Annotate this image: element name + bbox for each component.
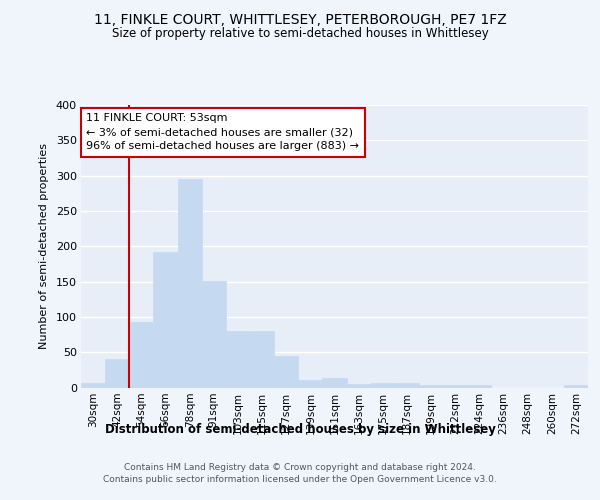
Text: 11 FINKLE COURT: 53sqm
← 3% of semi-detached houses are smaller (32)
96% of semi: 11 FINKLE COURT: 53sqm ← 3% of semi-deta…	[86, 114, 359, 152]
Bar	[564, 386, 588, 388]
Bar	[274, 356, 298, 388]
Text: Distribution of semi-detached houses by size in Whittlesey: Distribution of semi-detached houses by …	[104, 422, 496, 436]
Bar	[178, 179, 202, 388]
Bar	[395, 384, 419, 388]
Bar	[105, 359, 129, 388]
Bar	[371, 384, 395, 388]
Bar	[347, 384, 371, 388]
Text: 11, FINKLE COURT, WHITTLESEY, PETERBOROUGH, PE7 1FZ: 11, FINKLE COURT, WHITTLESEY, PETERBOROU…	[94, 12, 506, 26]
Text: Contains HM Land Registry data © Crown copyright and database right 2024.
Contai: Contains HM Land Registry data © Crown c…	[103, 462, 497, 484]
Bar	[129, 322, 154, 388]
Bar	[298, 380, 322, 388]
Bar	[154, 252, 178, 388]
Text: Size of property relative to semi-detached houses in Whittlesey: Size of property relative to semi-detach…	[112, 28, 488, 40]
Bar	[202, 281, 226, 388]
Bar	[322, 378, 347, 388]
Bar	[419, 384, 443, 388]
Y-axis label: Number of semi-detached properties: Number of semi-detached properties	[39, 143, 49, 350]
Bar	[250, 331, 274, 388]
Bar	[226, 331, 250, 388]
Bar	[467, 386, 491, 388]
Bar	[443, 384, 467, 388]
Bar	[81, 382, 105, 388]
